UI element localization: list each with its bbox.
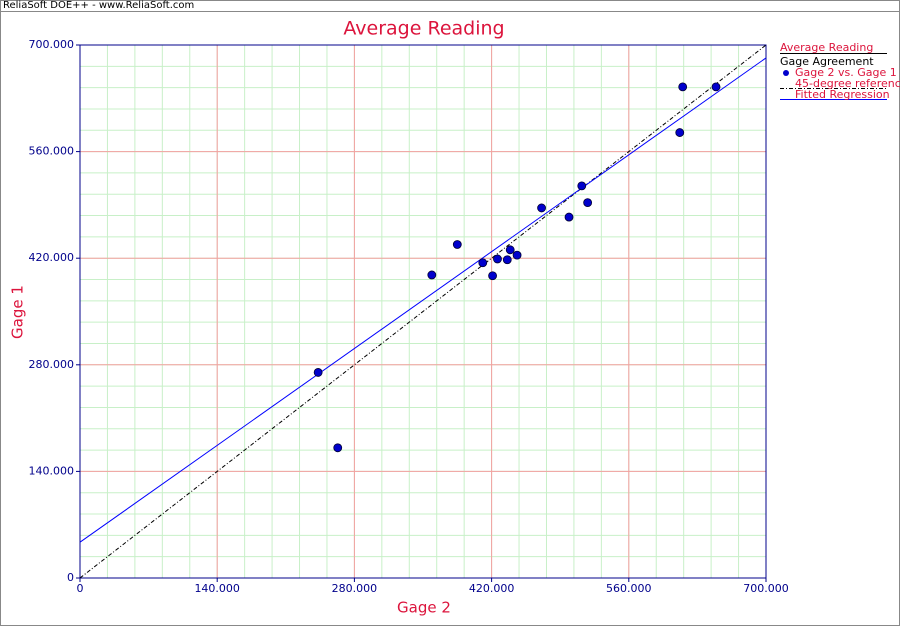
x-tick-label: 700.000 bbox=[743, 582, 789, 595]
legend: Average Reading Gage Agreement Gage 2 vs… bbox=[780, 41, 900, 101]
data-point bbox=[583, 198, 593, 208]
data-point bbox=[427, 270, 437, 280]
data-point bbox=[675, 128, 685, 137]
data-point bbox=[564, 212, 574, 222]
legend-label: Fitted Regression bbox=[795, 88, 890, 101]
data-point bbox=[678, 82, 688, 92]
data-point bbox=[577, 181, 587, 191]
data-point bbox=[505, 245, 515, 255]
y-tick-label: 280.000 bbox=[29, 358, 75, 371]
grid: 0 140.000 280.000 420.000 560.000 700.000 0 140… bbox=[29, 38, 789, 595]
series-line bbox=[79, 57, 767, 543]
y-axis-label: Gage 1 bbox=[9, 285, 27, 339]
x-tick-label: 420.000 bbox=[469, 582, 515, 595]
legend-subtitle: Gage Agreement bbox=[780, 55, 874, 68]
chart-title: Average Reading bbox=[343, 18, 504, 40]
x-tick-label: 0 bbox=[77, 582, 84, 595]
x-tick-label: 280.000 bbox=[332, 582, 378, 595]
data-point bbox=[512, 250, 522, 260]
plot bbox=[79, 44, 767, 579]
data-point bbox=[493, 254, 502, 264]
data-point bbox=[478, 258, 488, 268]
data-point bbox=[313, 368, 323, 377]
data-point bbox=[452, 240, 462, 249]
data-point bbox=[488, 271, 497, 281]
series-line bbox=[79, 44, 767, 579]
data-point bbox=[711, 82, 721, 92]
y-tick-label: 140.000 bbox=[29, 464, 75, 477]
plot-border bbox=[79, 44, 767, 579]
header: ReliaSoft DOE++ - www.ReliaSoft.com bbox=[3, 0, 194, 11]
legend-label: Gage 2 vs. Gage 1 bbox=[795, 66, 897, 79]
x-tick-label: 560.000 bbox=[606, 582, 652, 595]
legend-marker bbox=[783, 70, 789, 76]
y-tick-label: 560.000 bbox=[29, 145, 75, 158]
data-point bbox=[537, 203, 546, 213]
y-tick-label: 700.000 bbox=[29, 38, 75, 51]
y-tick-label: 0 bbox=[67, 571, 74, 584]
y-tick-label: 420.000 bbox=[29, 251, 75, 264]
data-point bbox=[333, 443, 343, 453]
legend-label: 45-degree reference bbox=[795, 77, 900, 90]
x-tick-label: 140.000 bbox=[194, 582, 240, 595]
legend-title: Average Reading bbox=[780, 41, 873, 54]
data-point bbox=[502, 255, 512, 265]
x-axis-label: Gage 2 bbox=[397, 599, 451, 617]
